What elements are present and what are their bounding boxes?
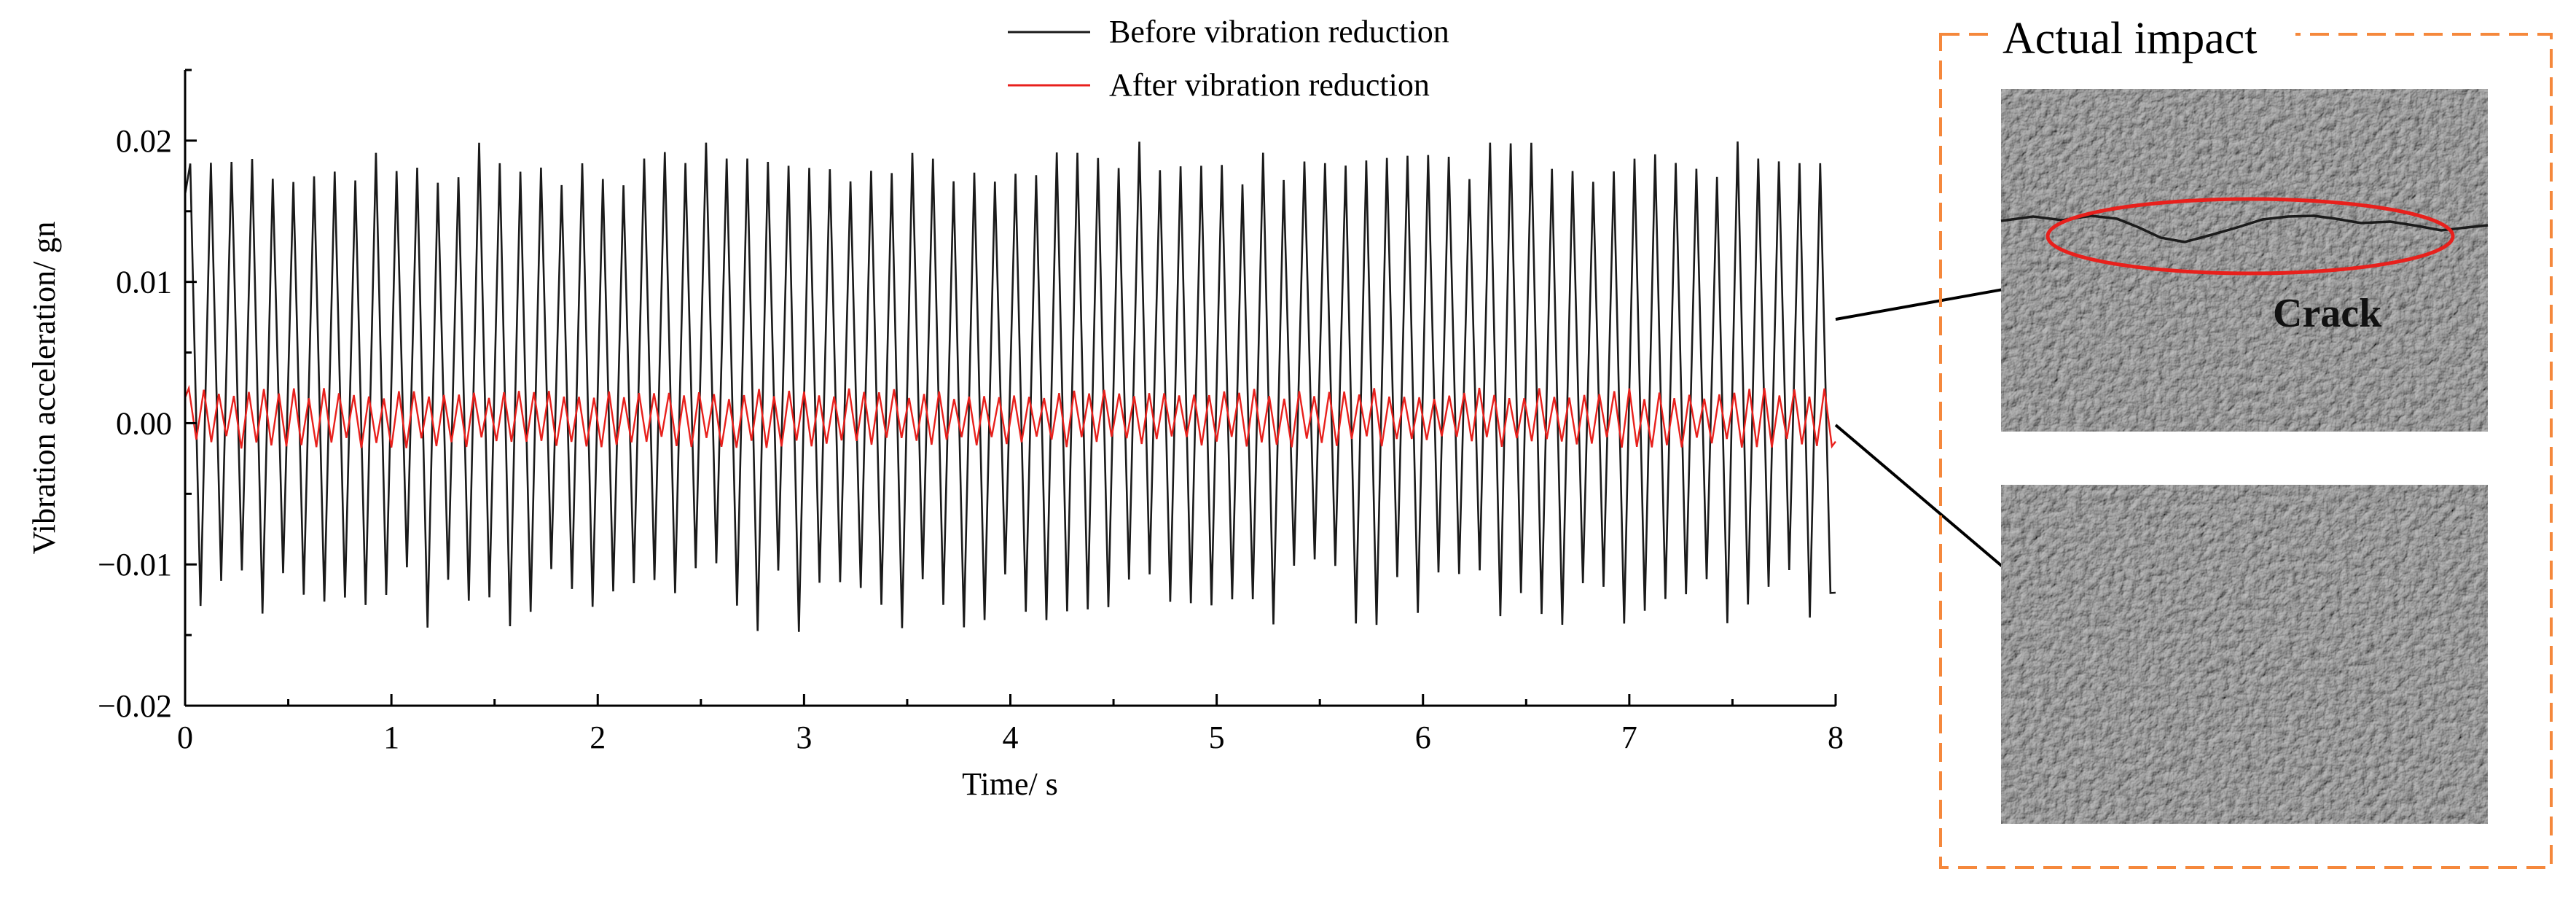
line-chart: 0 1 2 3 4 5 6 7 8−0.02−0.010.000.010.02 Time/ s … — [26, 14, 1844, 802]
y-tick-label: −0.02 — [98, 688, 172, 724]
inset-title: Actual impact — [2003, 14, 2257, 63]
inset-title-bg — [1989, 13, 2295, 64]
x-tick-label: 2 — [590, 720, 606, 755]
cracked-concrete-photo: Crack — [2000, 89, 2489, 432]
intact-concrete-photo — [2001, 485, 2488, 824]
x-tick-label: 1 — [383, 720, 399, 755]
y-tick-label: 0.01 — [116, 265, 172, 300]
legend: Before vibration reduction After vibrati… — [1008, 14, 1449, 103]
x-tick-label: 7 — [1621, 720, 1637, 755]
legend-label-before: Before vibration reduction — [1109, 14, 1449, 50]
y-tick-label: 0.00 — [116, 405, 172, 441]
x-tick-label: 6 — [1415, 720, 1431, 755]
crack-label: Crack — [2273, 291, 2382, 336]
x-tick-label: 5 — [1209, 720, 1225, 755]
series-line-before-vibration-reduction — [184, 141, 1836, 632]
y-tick-label: 0.02 — [116, 123, 172, 159]
series-line-after-vibration-reduction — [184, 384, 1836, 449]
x-tick-label: 4 — [1003, 720, 1019, 755]
actual-impact-panel: Actual impact Crack — [1939, 13, 2553, 869]
x-tick-label: 0 — [177, 720, 193, 755]
crack-highlight-ellipse — [2045, 197, 2455, 276]
inset-frame — [1939, 33, 2553, 869]
x-tick-label: 8 — [1828, 720, 1844, 755]
x-tick-label: 3 — [796, 720, 812, 755]
y-tick-label: −0.01 — [98, 547, 172, 582]
series-layer — [184, 141, 1836, 632]
y-axis-label: Vibration acceleration/ gn — [26, 222, 62, 555]
x-axis-label: Time/ s — [962, 766, 1058, 802]
legend-label-after: After vibration reduction — [1109, 67, 1430, 103]
tick-layer: 0 1 2 3 4 5 6 7 8 −0.02 −0.01 0.00 0.01 0.02 — [98, 69, 1844, 755]
crack-line — [2000, 214, 2489, 243]
